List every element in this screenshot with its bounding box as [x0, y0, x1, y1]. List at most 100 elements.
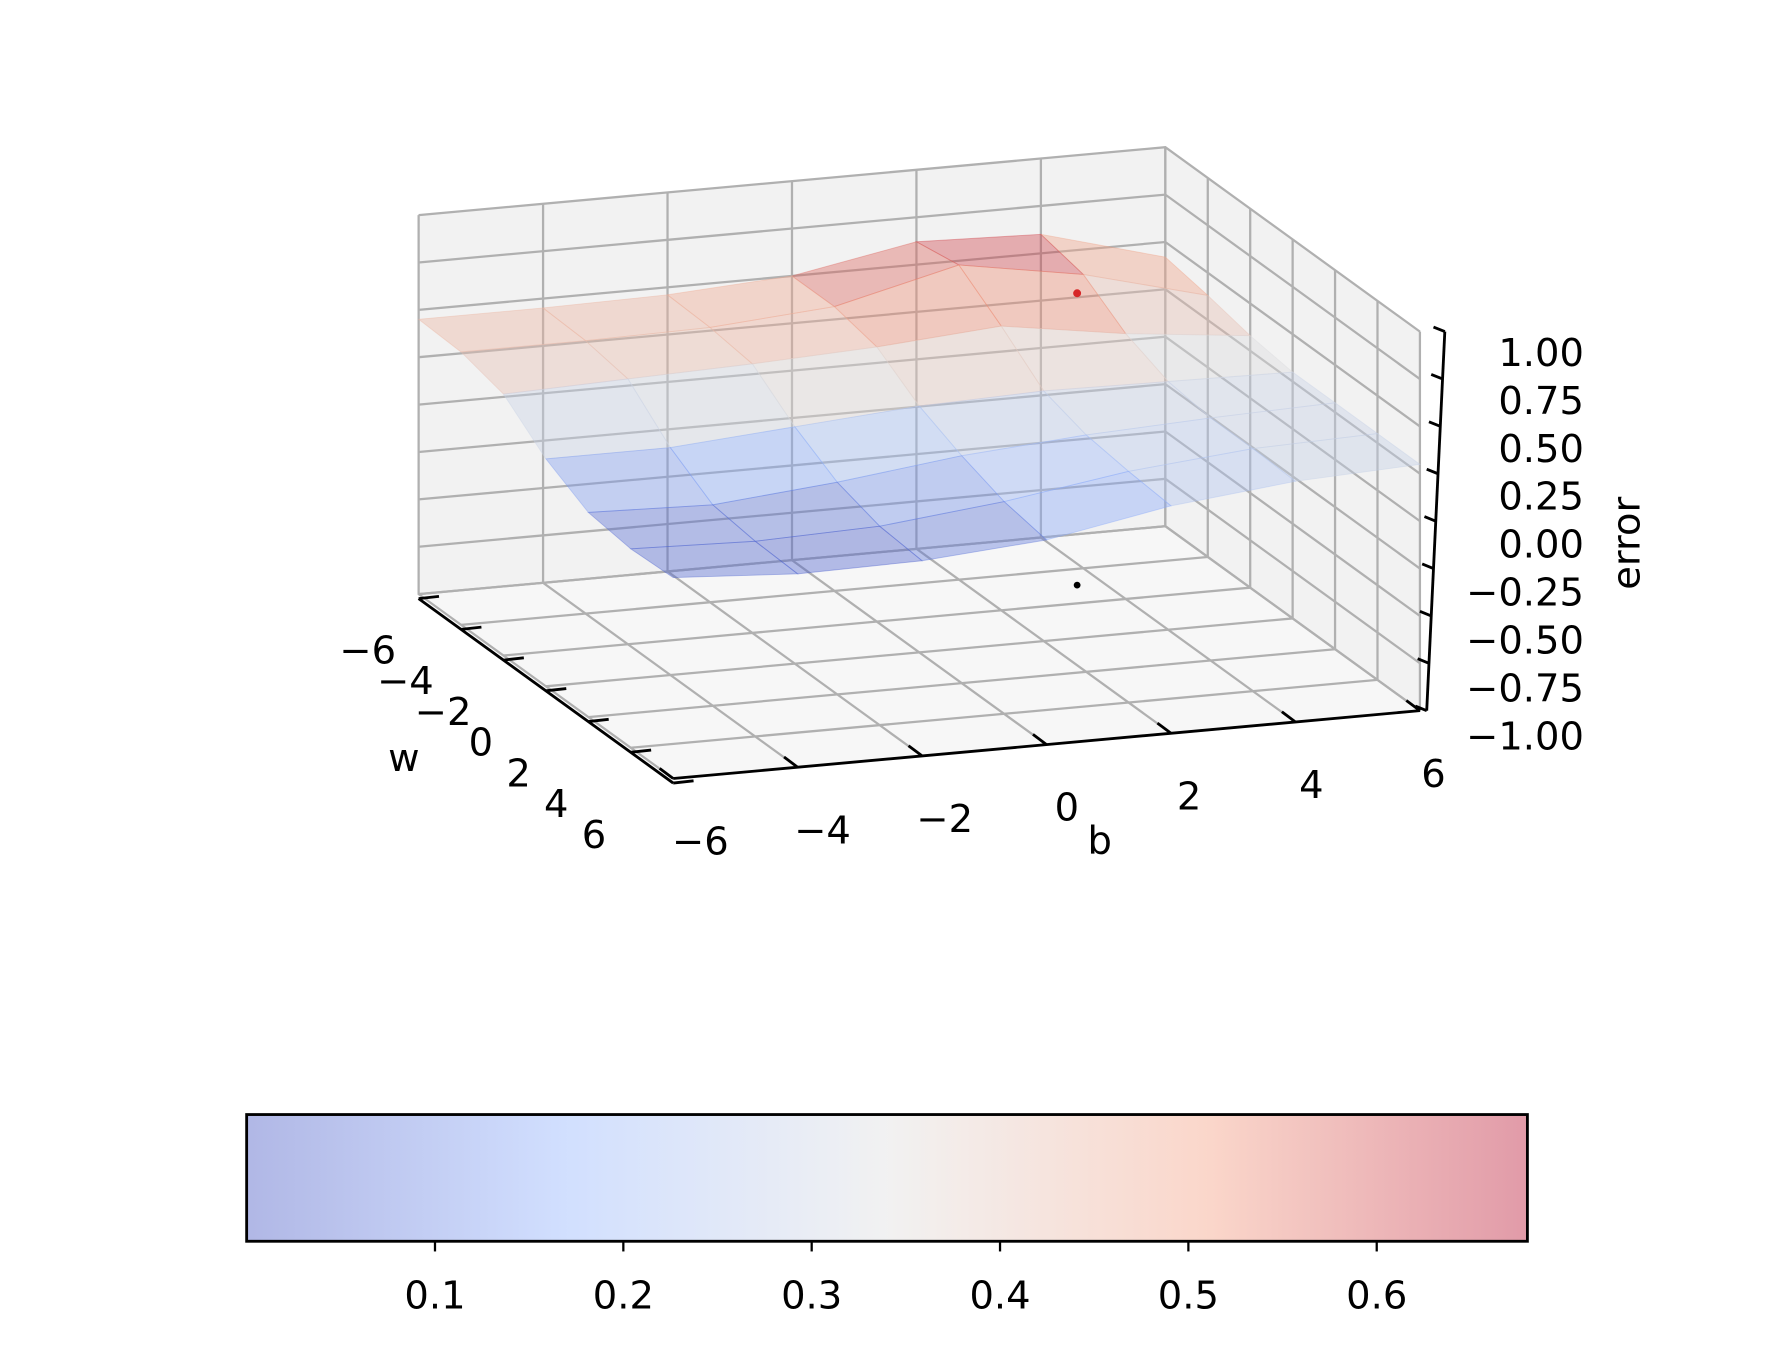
surface-cell: [1127, 448, 1297, 507]
b-tick: [658, 767, 675, 780]
surface-cell: [1082, 273, 1252, 337]
surface-cell: [584, 326, 754, 380]
z-tick: [1423, 515, 1437, 523]
surface-cell: [876, 325, 1045, 407]
z-axis-label: error: [1605, 496, 1650, 589]
grid-line: [418, 193, 1421, 380]
surface-cell: [793, 405, 963, 483]
grid-line: [418, 430, 1421, 617]
surface-cell: [1209, 402, 1379, 450]
b-tick-label: 4: [1299, 763, 1323, 808]
z-tick-label: −1.00: [1466, 714, 1584, 759]
z-tick-label: 0.25: [1498, 475, 1584, 520]
b-tick-label: −4: [794, 808, 851, 853]
b-tick: [907, 744, 923, 758]
z-tick: [1414, 704, 1428, 712]
w-tick: [545, 687, 567, 693]
b-tick-label: 2: [1177, 774, 1201, 819]
w-tick-label: 6: [582, 813, 606, 858]
b-tick-label: −6: [672, 820, 729, 865]
z-tick: [1426, 467, 1439, 476]
z-tick-label: 0.00: [1498, 523, 1584, 568]
grid-line: [418, 525, 1421, 712]
z-tick-label: −0.50: [1466, 619, 1584, 664]
colorbar-tick-label: 0.1: [404, 1273, 465, 1318]
w-tick-label: −2: [415, 690, 472, 735]
surface-cell: [545, 447, 714, 513]
surface-cell: [1000, 325, 1170, 392]
w-tick: [418, 594, 440, 601]
b-tick: [1405, 699, 1421, 712]
grid-line: [418, 240, 1421, 428]
w-tick-label: −6: [339, 628, 396, 673]
colorbar-tick-label: 0.2: [593, 1273, 654, 1318]
surface-cell: [914, 233, 1085, 276]
surface-cell: [502, 378, 672, 460]
z-tick-label: 1.00: [1498, 331, 1584, 376]
z-tick-label: 0.50: [1498, 427, 1584, 472]
z-tick: [1421, 562, 1435, 570]
surface-cell: [1042, 381, 1212, 436]
b-tick: [783, 755, 799, 769]
grid-line: [418, 335, 1421, 523]
w-tick: [630, 748, 652, 754]
z-tick: [1432, 325, 1446, 333]
surface-cell: [708, 306, 878, 365]
grid-line: [418, 477, 1421, 665]
surface-cell: [751, 346, 921, 428]
surface-cell: [417, 307, 587, 353]
surface-cell: [833, 264, 1003, 348]
surface-cell: [1124, 333, 1294, 382]
surface-cell: [878, 501, 1048, 562]
z-tick: [1419, 610, 1432, 618]
b-axis-label: b: [1088, 819, 1112, 864]
colorbar-tick-label: 0.3: [781, 1273, 842, 1318]
surface-cell: [1039, 233, 1210, 297]
w-tick: [588, 717, 609, 723]
surface-cell: [627, 363, 796, 449]
surface-cell: [1085, 417, 1255, 472]
b-tick: [1156, 721, 1172, 735]
surface-point: [1073, 289, 1082, 298]
w-tick-label: 0: [469, 721, 493, 766]
w-tick: [460, 625, 482, 631]
z-tick-label: −0.25: [1466, 571, 1584, 616]
colorbar-tick-label: 0.4: [969, 1273, 1030, 1318]
surface-cell: [629, 540, 799, 579]
b-tick-label: 0: [1055, 786, 1079, 831]
colorbar-tick-label: 0.6: [1346, 1273, 1407, 1318]
grid-line: [418, 288, 1421, 475]
surface: [417, 233, 1422, 579]
w-tick-label: 2: [506, 751, 530, 796]
b-tick-label: 6: [1421, 752, 1445, 797]
w-tick-label: 4: [544, 782, 568, 827]
b-tick: [1281, 710, 1297, 724]
surface-cell: [836, 455, 1006, 527]
surface-cell: [711, 481, 881, 542]
z-tick: [1430, 373, 1444, 381]
w-tick-label: −4: [377, 659, 434, 704]
colorbar-tick-label: 0.5: [1158, 1273, 1219, 1318]
grid-line: [418, 146, 1421, 333]
grid-line: [418, 382, 1421, 570]
surface-cell: [541, 294, 712, 342]
z-tick: [1428, 420, 1441, 428]
surface-cell: [1167, 371, 1337, 419]
surface-cell: [460, 340, 629, 395]
z-tick-label: −0.75: [1466, 666, 1584, 711]
colorbar: [245, 1113, 1529, 1243]
surface-cell: [1251, 433, 1422, 482]
surface-cell: [669, 426, 839, 506]
surface-cell: [587, 504, 757, 550]
b-tick-label: −2: [916, 797, 973, 842]
surface-cell: [918, 390, 1088, 457]
z-tick: [1417, 657, 1430, 665]
surface-cell: [666, 275, 836, 328]
surface-cell: [957, 264, 1127, 335]
z-axis-line: [1425, 331, 1447, 711]
w-tick: [673, 779, 694, 785]
w-axis-label: w: [388, 736, 419, 781]
z-tick-label: 0.75: [1498, 379, 1584, 424]
